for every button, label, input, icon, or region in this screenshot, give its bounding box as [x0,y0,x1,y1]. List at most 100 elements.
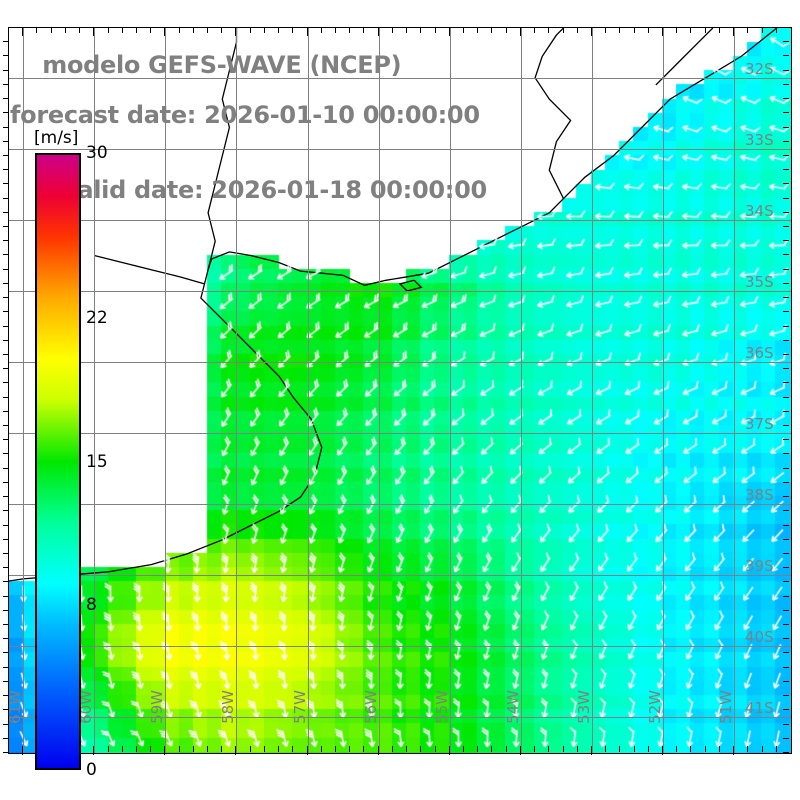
axis-tick [3,141,9,142]
axis-tick [491,27,492,33]
axis-tick [406,746,407,752]
axis-tick [3,368,9,369]
axis-tick [122,746,123,752]
axis-tick [783,254,789,255]
gridline-lat [9,717,791,718]
axis-tick [3,212,9,213]
gridline-lon [308,28,309,753]
axis-tick [420,27,421,33]
colorbar-tick-label: 22 [86,307,108,328]
axis-tick [3,198,9,199]
axis-tick [783,468,789,469]
axis-tick [577,746,578,752]
colorbar-box[interactable] [35,153,81,770]
axis-tick [783,55,789,56]
axis-tick [783,667,789,668]
axis-tick [705,27,706,33]
wind-barb-overlay [9,28,791,753]
axis-tick [534,746,535,752]
gridline-lon [379,28,380,753]
gridline-lat [9,220,791,221]
axis-tick [363,746,364,752]
axis-tick [36,27,37,33]
axis-tick [783,411,789,412]
axis-tick [79,27,80,33]
gridline-lon [23,28,24,753]
axis-tick [3,482,9,483]
axis-tick [420,746,421,752]
colorbar-legend[interactable]: [m/s] 30 22 15 8 0 [14,128,124,780]
axis-tick [3,596,9,597]
axis-tick [662,746,663,755]
axis-tick [783,127,789,128]
axis-ticks-right [783,27,792,754]
axis-tick [3,397,9,398]
longitude-label: 52W [646,690,665,724]
axis-tick [349,746,350,752]
axis-tick [783,340,789,341]
axis-tick [193,27,194,33]
axis-tick [8,746,9,752]
axis-tick [3,169,9,170]
axis-tick [3,254,9,255]
axis-tick [349,27,350,33]
axis-tick [307,27,308,36]
colorbar-tick-label: 30 [86,143,108,163]
axis-tick [783,198,789,199]
axis-tick [783,155,789,156]
axis-tick [783,709,789,710]
axis-tick [783,652,789,653]
axis-tick [179,27,180,33]
axis-tick [690,746,691,752]
axis-tick [506,746,507,752]
axis-tick [449,27,450,36]
axis-tick [783,738,789,739]
axis-tick [563,27,564,33]
axis-tick [591,27,592,36]
gridline-lon [94,28,95,753]
axis-tick [563,746,564,752]
axis-tick [3,84,9,85]
title-model-line: modelo GEFS-WAVE (NCEP) [42,50,402,79]
axis-tick [783,610,789,611]
axis-tick [3,55,9,56]
axis-tick [3,638,9,639]
axis-tick [3,354,9,355]
map-plot-area[interactable] [8,27,792,754]
axis-tick [619,27,620,33]
gridline-lon [521,28,522,753]
axis-tick [520,746,521,755]
axis-tick [690,27,691,33]
axis-tick [108,27,109,33]
axis-tick [783,84,789,85]
axis-tick [307,746,308,755]
axis-tick [506,27,507,33]
axis-tick [250,746,251,752]
axis-tick [783,98,789,99]
longitude-label: 57W [290,690,309,724]
axis-tick [783,624,789,625]
axis-tick [8,27,9,33]
axis-tick [378,27,379,36]
axis-tick [520,27,521,36]
axis-tick [3,624,9,625]
axis-tick [3,425,9,426]
axis-tick [676,746,677,752]
axis-tick [3,112,9,113]
axis-tick [193,746,194,752]
axis-tick [65,27,66,33]
axis-tick [783,553,789,554]
axis-tick [164,27,165,36]
axis-tick [122,27,123,33]
axis-tick [3,667,9,668]
axis-tick [3,127,9,128]
latitude-label: 32S [745,59,774,78]
axis-tick [435,746,436,752]
latitude-label: 36S [745,344,774,363]
latitude-label: 37S [745,415,774,434]
longitude-label: 56W [361,690,380,724]
axis-tick [3,183,9,184]
gridline-lon [450,28,451,753]
axis-tick [3,652,9,653]
